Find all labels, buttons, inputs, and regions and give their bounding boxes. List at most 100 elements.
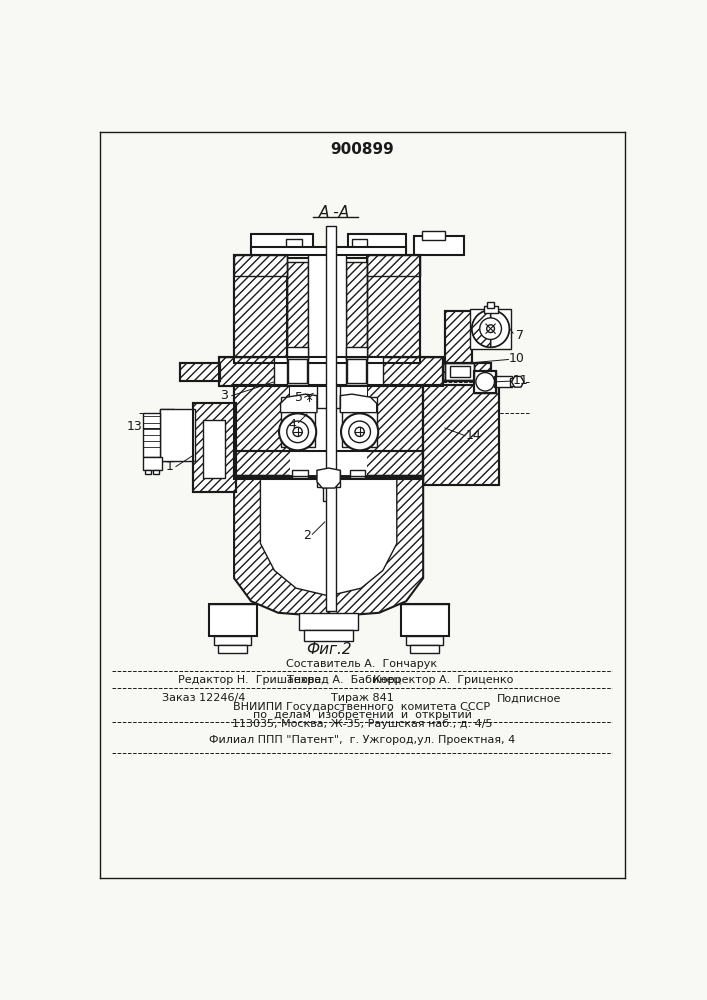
Bar bbox=[414, 235, 464, 255]
Bar bbox=[494, 376, 512, 387]
Bar bbox=[214, 636, 251, 645]
Bar bbox=[193, 403, 235, 492]
Circle shape bbox=[486, 325, 494, 333]
Bar bbox=[251, 247, 406, 258]
Bar bbox=[292, 470, 308, 478]
Bar bbox=[286, 239, 301, 251]
Bar bbox=[349, 470, 365, 478]
Bar bbox=[346, 262, 368, 359]
Bar bbox=[234, 255, 420, 363]
Bar bbox=[290, 473, 307, 479]
Bar bbox=[153, 470, 159, 474]
Bar bbox=[218, 357, 443, 386]
Polygon shape bbox=[340, 394, 377, 413]
Bar bbox=[368, 385, 423, 476]
Bar bbox=[346, 357, 368, 385]
Bar bbox=[203, 420, 225, 478]
Bar bbox=[304, 630, 354, 641]
Text: Филиал ППП "Патент",  г. Ужгород,ул. Проектная, 4: Филиал ППП "Патент", г. Ужгород,ул. Прое… bbox=[209, 735, 515, 745]
Text: ВНИИПИ Государственного  комитета СССР: ВНИИПИ Государственного комитета СССР bbox=[233, 702, 491, 712]
Bar bbox=[308, 255, 346, 359]
Bar bbox=[234, 451, 423, 478]
Polygon shape bbox=[317, 468, 340, 488]
Text: 13: 13 bbox=[127, 420, 143, 433]
Bar bbox=[218, 357, 443, 386]
Text: 900899: 900899 bbox=[330, 142, 394, 157]
Text: Тираж 841: Тираж 841 bbox=[331, 693, 393, 703]
Text: Составитель А.  Гончарук: Составитель А. Гончарук bbox=[286, 659, 438, 669]
Bar bbox=[368, 255, 420, 276]
Bar bbox=[193, 403, 235, 492]
Bar bbox=[234, 385, 290, 476]
Bar bbox=[288, 359, 307, 383]
Text: 3: 3 bbox=[220, 389, 228, 402]
Bar bbox=[368, 255, 420, 363]
Bar bbox=[346, 347, 368, 359]
Circle shape bbox=[341, 413, 378, 450]
Text: Фиг.2: Фиг.2 bbox=[306, 642, 351, 657]
Bar bbox=[352, 239, 368, 251]
Bar bbox=[234, 255, 287, 276]
Bar bbox=[234, 255, 287, 363]
Bar bbox=[274, 357, 383, 386]
Bar bbox=[423, 385, 499, 485]
Text: по  делам  изобретений  и  открытий: по делам изобретений и открытий bbox=[252, 710, 472, 720]
Bar bbox=[347, 359, 366, 383]
Bar bbox=[160, 409, 174, 461]
Bar bbox=[218, 645, 247, 653]
Bar bbox=[288, 359, 307, 383]
Circle shape bbox=[480, 318, 501, 339]
Circle shape bbox=[279, 413, 316, 450]
Bar bbox=[401, 604, 449, 636]
Bar bbox=[443, 363, 491, 381]
Circle shape bbox=[293, 427, 303, 436]
Bar bbox=[341, 397, 377, 447]
Bar bbox=[180, 363, 220, 381]
Bar bbox=[410, 645, 440, 653]
Text: 7: 7 bbox=[516, 329, 524, 342]
Text: 113035, Москва, Ж-35, Раушская наб., д. 4/5: 113035, Москва, Ж-35, Раушская наб., д. … bbox=[232, 719, 492, 729]
Text: 4: 4 bbox=[288, 418, 296, 431]
Bar bbox=[486, 302, 494, 308]
Bar bbox=[234, 385, 423, 479]
Bar bbox=[287, 347, 308, 359]
Bar bbox=[160, 409, 194, 461]
Polygon shape bbox=[234, 476, 329, 617]
Bar bbox=[317, 470, 340, 487]
Bar bbox=[443, 363, 491, 381]
Bar bbox=[474, 371, 496, 393]
Bar bbox=[209, 604, 257, 636]
Circle shape bbox=[349, 421, 370, 443]
Bar bbox=[474, 371, 496, 393]
Bar bbox=[317, 385, 340, 408]
Bar bbox=[347, 359, 366, 383]
Text: 10: 10 bbox=[509, 352, 525, 365]
Circle shape bbox=[476, 373, 494, 391]
Text: 5: 5 bbox=[296, 391, 303, 404]
Text: Заказ 12246/4: Заказ 12246/4 bbox=[162, 693, 245, 703]
Bar bbox=[423, 385, 499, 485]
Text: Техред А.  Бабинец: Техред А. Бабинец bbox=[287, 675, 401, 685]
Text: 14: 14 bbox=[466, 429, 481, 442]
Bar bbox=[348, 234, 406, 251]
Bar bbox=[287, 357, 308, 385]
Bar bbox=[287, 262, 308, 359]
Bar bbox=[510, 378, 521, 386]
Circle shape bbox=[355, 427, 364, 436]
Bar bbox=[470, 309, 510, 349]
Bar bbox=[299, 613, 358, 630]
Bar bbox=[180, 363, 220, 381]
Bar bbox=[445, 363, 474, 380]
Text: 11: 11 bbox=[513, 374, 529, 387]
Bar bbox=[317, 385, 340, 408]
Bar bbox=[445, 311, 472, 363]
Polygon shape bbox=[329, 476, 423, 617]
Wedge shape bbox=[491, 310, 509, 347]
Text: А -А: А -А bbox=[320, 205, 351, 220]
Bar bbox=[281, 397, 315, 447]
Bar bbox=[234, 451, 423, 478]
Polygon shape bbox=[260, 476, 397, 596]
Bar bbox=[421, 231, 445, 240]
Polygon shape bbox=[512, 376, 524, 387]
Polygon shape bbox=[281, 394, 317, 413]
